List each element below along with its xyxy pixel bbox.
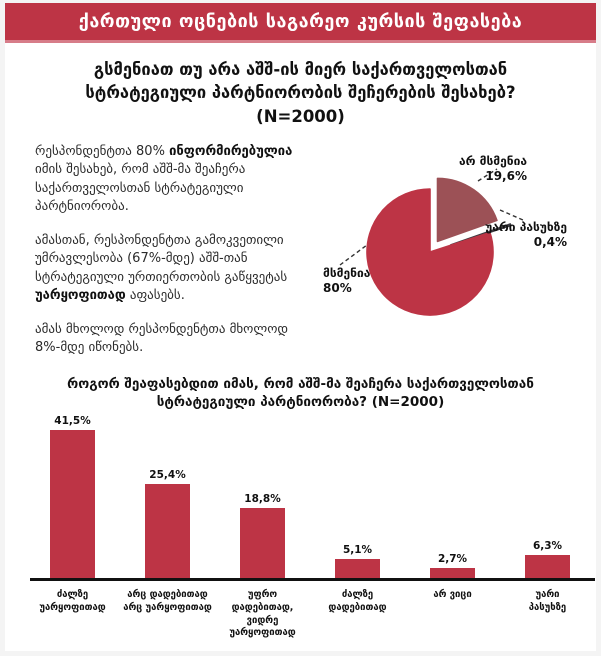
bar-rect-2 (240, 508, 285, 578)
bar-category-label-5: უარი პასუხზე (528, 589, 567, 613)
bar-rect-5 (525, 555, 570, 578)
page-title: ქართული ოცნების საგარეო კურსის შეფასება (78, 11, 523, 32)
p1-bold: ინფორმირებულია (169, 144, 293, 159)
summary-paragraph-1: რესპონდენტთა 80% ინფორმირებულია იმის შეს… (35, 143, 313, 217)
p2-pre: ამასთან, რესპონდენტთა გამოკვეთილი უმრავლ… (35, 232, 288, 285)
pie-label-1: უარი პასუხზე 0,4% (485, 220, 567, 249)
pie-slice-2 (366, 188, 494, 316)
bar-chart-category-labels: ძალზე უარყოფითად არც დადებითად არც უარყოფ… (25, 589, 595, 640)
summary-text-block: რესპონდენტთა 80% ინფორმირებულია იმის შეს… (35, 143, 313, 373)
bar-value-label-5: 6,3% (532, 540, 563, 552)
pie-leader-lines (339, 168, 524, 266)
p2-bold: უარყოფითად (35, 288, 126, 304)
bar-chart-title: როგორ შეაფასებდით იმას, რომ აშშ-მა შეაჩე… (67, 376, 534, 411)
bar-category-label-2: უფრო დადებითად, ვიდრე უარყოფითად (229, 589, 296, 639)
summary-paragraph-2: ამასთან, რესპონდენტთა გამოკვეთილი უმრავლ… (35, 232, 313, 306)
bar-column-2: 18,8% (215, 415, 310, 578)
bar-rect-3 (335, 559, 380, 578)
p1-post: იმის შესახებ, რომ აშშ-მა შეაჩერა საქართვ… (35, 162, 246, 215)
pie-label-2: მსმენია 80% (323, 266, 371, 295)
pie-chart: არ მსმენია 19,6% უარი პასუხზე 0,4% მსმენია… (300, 140, 600, 372)
bar-category-label-4: არ ვიცი (433, 589, 472, 600)
bar-category-label-1: არც დადებითად არც უარყოფითად (123, 589, 212, 613)
summary-paragraph-3: ამას მხოლოდ რესპონდენტთა მხოლოდ 8%-მდე ი… (35, 321, 289, 356)
bar-value-label-1: 25,4% (149, 469, 186, 481)
bar-rect-4 (430, 568, 475, 578)
bar-value-label-0: 41,5% (54, 415, 91, 427)
bar-category-label-3: ძალზე დადებითად (328, 589, 387, 613)
x-axis-line (30, 578, 595, 581)
pie-slices (366, 177, 512, 316)
p2-post: აფასებს. (125, 288, 185, 304)
pie-chart-svg (339, 168, 524, 316)
bar-column-1: 25,4% (120, 415, 215, 578)
pie-label-0: არ მსმენია 19,6% (458, 154, 527, 183)
bar-rect-1 (145, 484, 190, 578)
bar-rect-0 (50, 430, 95, 578)
bar-column-3: 5,1% (310, 415, 405, 578)
bar-value-label-2: 18,8% (244, 493, 281, 505)
bar-value-label-4: 2,7% (437, 553, 468, 565)
bar-column-4: 2,7% (405, 415, 500, 578)
bar-column-0: 41,5% (25, 415, 120, 578)
bar-category-label-0: ძალზე უარყოფითად (39, 589, 106, 613)
bar-chart-bars: 41,5% 25,4% 18,8% 5,1% 2,7% 6,3% (25, 415, 595, 578)
p1-pre: რესპონდენტთა 80% (35, 144, 170, 159)
pie-slice-0 (436, 177, 498, 243)
survey-question-heading: გსმენიათ თუ არა აშშ-ის მიერ საქართველოსთ… (85, 60, 516, 126)
bar-column-5: 6,3% (500, 415, 595, 578)
bar-value-label-3: 5,1% (342, 544, 373, 556)
header-banner: ქართული ოცნების საგარეო კურსის შეფასება (5, 3, 596, 43)
content-card: ქართული ოცნების საგარეო კურსის შეფასება … (5, 3, 596, 651)
